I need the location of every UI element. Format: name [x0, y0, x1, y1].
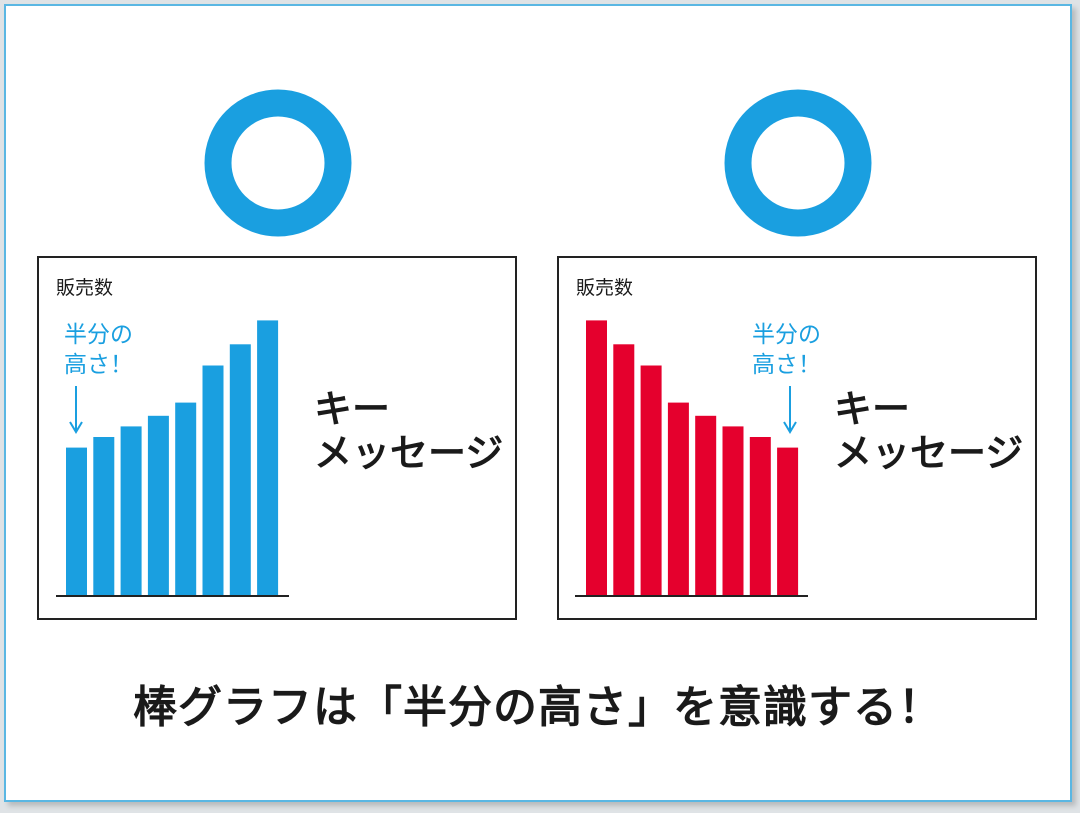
annotation: 半分の 高さ！	[752, 322, 821, 434]
key-message-line-2: メッセージ	[834, 431, 1023, 475]
arrow-head-icon	[69, 421, 83, 434]
bar	[147, 415, 169, 596]
bar-group	[66, 320, 279, 597]
chart-panel-right: 販売数 半分の 高さ！ キー メッセージ	[557, 256, 1037, 620]
key-message-line-1: キー	[314, 387, 390, 431]
annotation-line-1: 半分の	[752, 322, 821, 348]
chart-title: 販売数	[576, 277, 633, 299]
annotation-line-1: 半分の	[64, 322, 133, 348]
annotation: 半分の 高さ！	[64, 322, 133, 434]
bar	[229, 344, 251, 597]
bar	[120, 426, 142, 596]
bar	[640, 365, 662, 596]
page-caption: 棒グラフは「半分の高さ」を意識する！	[133, 682, 943, 733]
key-message-line-1: キー	[834, 387, 910, 431]
slide-card: 販売数 半分の 高さ！ キー メッセージ 販売数 半分の 高さ！	[4, 4, 1072, 802]
bar	[66, 447, 87, 596]
bar	[667, 402, 689, 596]
bar	[613, 344, 635, 597]
bar	[722, 426, 744, 596]
annotation-line-2: 高さ！	[752, 352, 821, 378]
bar	[695, 415, 717, 596]
bar	[586, 320, 607, 596]
chart-panel-left: 販売数 半分の 高さ！ キー メッセージ	[37, 256, 517, 620]
bar	[257, 320, 279, 596]
bar-group	[586, 320, 799, 597]
double-circle-icon	[724, 89, 872, 237]
key-message-line-2: メッセージ	[314, 431, 503, 475]
annotation-line-2: 高さ！	[64, 352, 133, 378]
bar	[93, 437, 115, 596]
chart-canvas: 販売数 半分の 高さ！ キー メッセージ 販売数 半分の 高さ！	[37, 89, 1037, 620]
bar	[202, 365, 224, 596]
bar	[777, 447, 799, 596]
arrow-head-icon	[783, 421, 797, 434]
chart-title: 販売数	[56, 277, 113, 299]
bar	[175, 402, 197, 596]
double-circle-icon	[204, 89, 352, 237]
bar	[749, 437, 771, 596]
